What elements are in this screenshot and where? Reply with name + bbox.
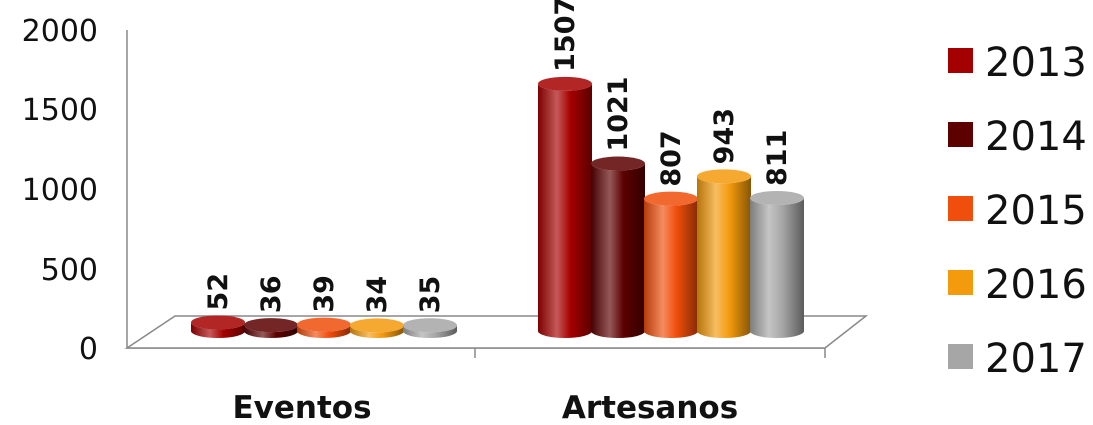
legend-label-2015: 2015 bbox=[985, 188, 1087, 234]
bar-top-eventos-2017 bbox=[403, 318, 457, 333]
bar-artesanos-2015 bbox=[644, 198, 698, 338]
bar-artesanos-2013 bbox=[538, 83, 592, 339]
legend-swatch-2014 bbox=[948, 122, 973, 147]
bar-eventos-2013 bbox=[191, 322, 245, 338]
bar-eventos-2017 bbox=[403, 325, 457, 338]
data-label-artesanos-2016: 943 bbox=[709, 108, 740, 164]
legend-swatch-2017 bbox=[948, 344, 973, 369]
bar-top-eventos-2015 bbox=[297, 317, 351, 332]
data-label-eventos-2015: 39 bbox=[309, 275, 340, 313]
bar-artesanos-2017 bbox=[750, 197, 804, 338]
data-label-artesanos-2014: 1021 bbox=[603, 76, 634, 151]
x-category-label-eventos: Eventos bbox=[232, 390, 371, 425]
y-tick-label: 2000 bbox=[22, 14, 98, 49]
bar-top-artesanos-2015 bbox=[644, 191, 698, 206]
bar-top-eventos-2014 bbox=[244, 318, 298, 333]
legend-label-2014: 2014 bbox=[985, 114, 1087, 160]
y-tick-label: 1000 bbox=[22, 173, 98, 208]
bar-series: 52 36 39 34 35 1507 1021 807 943 811 bbox=[191, 0, 804, 339]
y-tick-label: 500 bbox=[41, 253, 98, 288]
legend-label-2016: 2016 bbox=[985, 262, 1087, 308]
bar-eventos-2015 bbox=[297, 324, 351, 338]
data-label-artesanos-2013: 1507 bbox=[550, 0, 581, 72]
bar-eventos-2014 bbox=[244, 325, 298, 338]
bar-eventos-2016 bbox=[350, 325, 404, 338]
bar-top-eventos-2016 bbox=[350, 318, 404, 333]
legend-label-2013: 2013 bbox=[985, 40, 1087, 86]
legend-label-2017: 2017 bbox=[985, 336, 1087, 382]
bar-artesanos-2016 bbox=[697, 176, 751, 338]
bar-top-artesanos-2017 bbox=[750, 190, 804, 205]
data-label-eventos-2016: 34 bbox=[362, 276, 393, 314]
legend-swatch-2015 bbox=[948, 196, 973, 221]
y-tick-labels: 0 500 1000 1500 2000 bbox=[22, 14, 98, 367]
bar-top-artesanos-2016 bbox=[697, 169, 751, 184]
bar-top-artesanos-2014 bbox=[591, 156, 645, 171]
data-label-artesanos-2017: 811 bbox=[762, 130, 793, 186]
bar-top-artesanos-2013 bbox=[538, 76, 592, 91]
bar-top-eventos-2013 bbox=[191, 315, 245, 330]
legend-swatch-2013 bbox=[948, 48, 973, 73]
data-label-eventos-2017: 35 bbox=[415, 276, 446, 314]
x-category-label-artesanos: Artesanos bbox=[562, 390, 738, 425]
y-tick-label: 0 bbox=[79, 332, 98, 367]
data-label-eventos-2014: 36 bbox=[256, 276, 287, 314]
data-label-eventos-2013: 52 bbox=[203, 273, 234, 311]
legend: 2013 2014 2015 2016 2017 bbox=[948, 40, 1087, 382]
data-label-artesanos-2015: 807 bbox=[656, 130, 687, 186]
y-tick-label: 1500 bbox=[22, 93, 98, 128]
legend-swatch-2016 bbox=[948, 270, 973, 295]
bar-artesanos-2014 bbox=[591, 163, 645, 338]
